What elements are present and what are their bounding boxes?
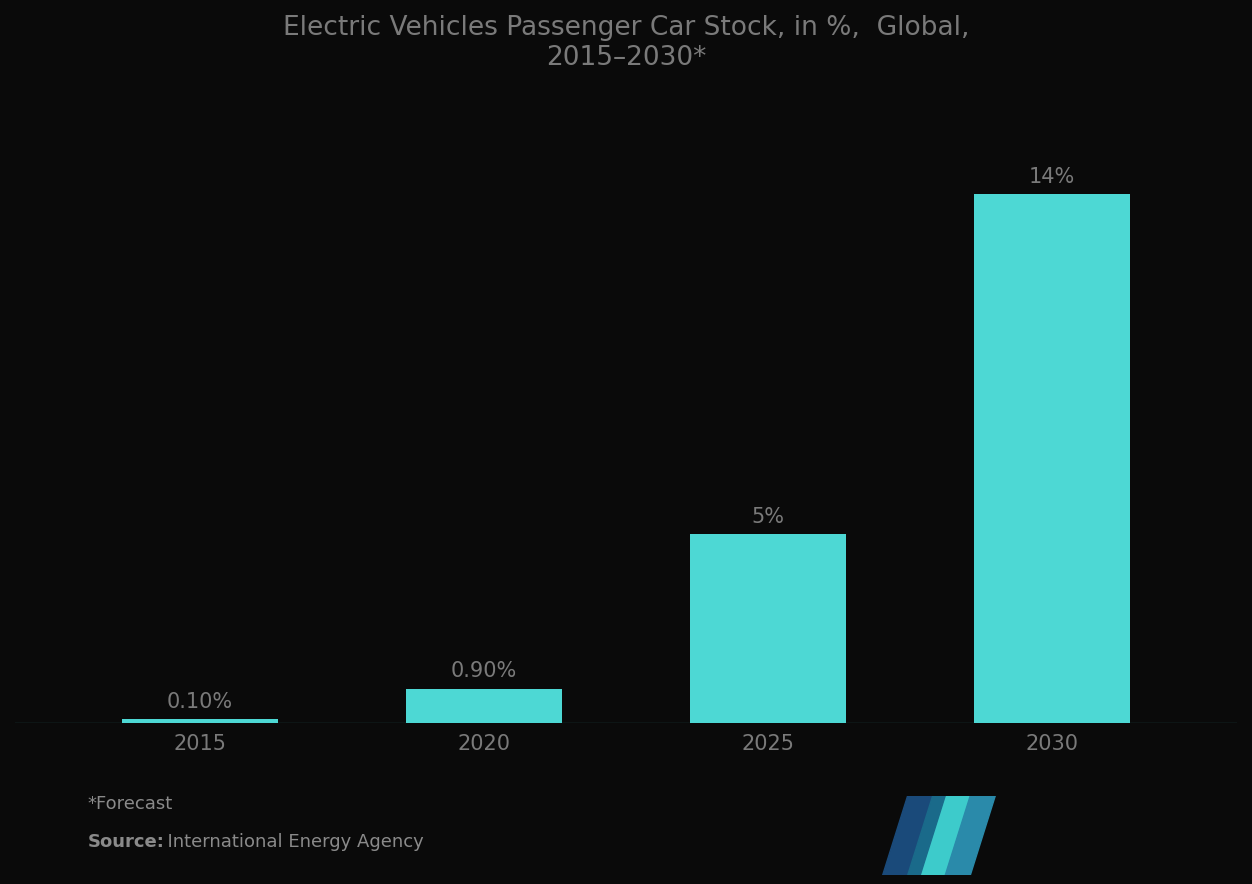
Text: Source:: Source:: [88, 833, 164, 851]
Text: 14%: 14%: [1029, 166, 1075, 187]
Polygon shape: [908, 796, 945, 875]
Bar: [406, 689, 562, 723]
Text: International Energy Agency: International Energy Agency: [156, 833, 424, 851]
Title: Electric Vehicles Passenger Car Stock, in %,  Global,
2015–2030*: Electric Vehicles Passenger Car Stock, i…: [283, 15, 969, 71]
Bar: [974, 194, 1131, 723]
Bar: [121, 720, 278, 723]
Text: 0.90%: 0.90%: [451, 661, 517, 682]
Text: 0.10%: 0.10%: [167, 691, 233, 712]
Polygon shape: [920, 796, 970, 875]
Bar: [690, 534, 846, 723]
Text: 5%: 5%: [751, 507, 785, 527]
Text: *Forecast: *Forecast: [88, 795, 173, 813]
Polygon shape: [883, 796, 933, 875]
Polygon shape: [945, 796, 995, 875]
